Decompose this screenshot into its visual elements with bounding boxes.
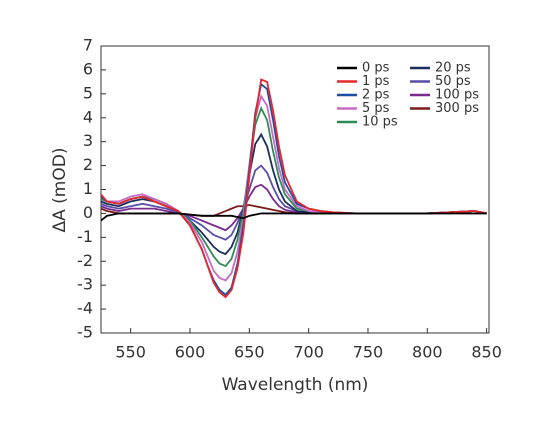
legend-label: 100 ps <box>435 88 479 103</box>
x-tick-label: 700 <box>293 343 324 362</box>
legend-label: 50 ps <box>435 74 471 89</box>
legend-label: 2 ps <box>362 88 390 103</box>
y-tick-label: 1 <box>83 179 93 198</box>
legend-label: 1 ps <box>362 74 390 89</box>
y-tick-label: 7 <box>83 36 93 55</box>
series-line <box>101 82 487 296</box>
y-tick-label: 6 <box>83 59 93 78</box>
y-tick-label: -4 <box>77 299 93 318</box>
legend-label: 5 ps <box>362 101 390 116</box>
plot-area <box>101 78 487 299</box>
y-tick-label: -3 <box>77 275 93 294</box>
legend-label: 300 ps <box>435 101 479 116</box>
x-tick-label: 600 <box>175 343 206 362</box>
x-tick-label: 850 <box>471 343 502 362</box>
series-line <box>101 105 487 268</box>
y-tick-label: 5 <box>83 83 93 102</box>
y-tick-label: -5 <box>77 323 93 342</box>
y-axis-title: ΔA (mOD) <box>50 148 70 233</box>
x-axis-title: Wavelength (nm) <box>222 375 369 395</box>
y-tick-label: -2 <box>77 251 93 270</box>
y-tick-label: 4 <box>83 107 93 126</box>
x-tick-label: 800 <box>412 343 443 362</box>
series-line <box>101 93 487 282</box>
x-tick-label: 650 <box>234 343 265 362</box>
series-line <box>101 212 487 222</box>
x-tick-label: 750 <box>353 343 384 362</box>
legend-label: 20 ps <box>435 61 471 76</box>
legend-label: 0 ps <box>362 61 390 76</box>
x-tick-label: 550 <box>115 343 146 362</box>
y-tick-label: 2 <box>83 155 93 174</box>
y-tick-label: 3 <box>83 131 93 150</box>
y-tick-label: -1 <box>77 227 93 246</box>
legend-label: 10 ps <box>362 115 398 130</box>
series-line <box>101 78 487 299</box>
plot-frame <box>100 45 490 334</box>
y-tick-label: 0 <box>83 203 93 222</box>
